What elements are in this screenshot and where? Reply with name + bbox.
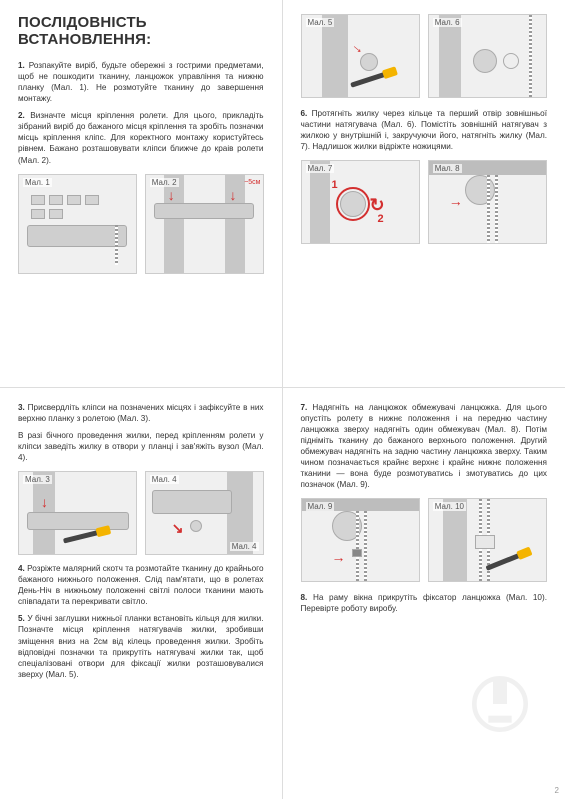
- dimension-label: ~5см: [244, 179, 260, 186]
- figure-label: Мал. 5: [306, 18, 335, 27]
- step-1: 1. Розпакуйте виріб, будьте обережні з г…: [18, 60, 264, 104]
- figure-row-9-10: Мал. 9 → Мал. 10: [301, 498, 548, 582]
- figure-9: Мал. 9 →: [301, 498, 420, 582]
- quadrant-top-left: ПОСЛІДОВНІСТЬ ВСТАНОВЛЕННЯ: 1. Розпакуйт…: [0, 0, 283, 388]
- figure-label: Мал. 10: [433, 502, 466, 511]
- figure-6: Мал. 6: [428, 14, 547, 98]
- figure-label: Мал. 1: [23, 178, 52, 187]
- figure-3: Мал. 3 ↓: [18, 471, 137, 555]
- figure-label-alt: Мал. 4: [230, 542, 259, 551]
- figure-2: Мал. 2 ↓ ↓ ~5см: [145, 174, 264, 274]
- step-8: 8. На раму вікна прикрутіть фіксатор лан…: [301, 592, 548, 614]
- step-5: 5. У бічні заглушки нижньої планки встан…: [18, 613, 264, 679]
- watermark-logo: [465, 669, 535, 739]
- figure-label: Мал. 2: [150, 178, 179, 187]
- figure-7: Мал. 7 1 2 ↻: [301, 160, 420, 244]
- page-title: ПОСЛІДОВНІСТЬ ВСТАНОВЛЕННЯ:: [18, 14, 264, 48]
- instruction-page: ПОСЛІДОВНІСТЬ ВСТАНОВЛЕННЯ: 1. Розпакуйт…: [0, 0, 565, 799]
- figure-label: Мал. 6: [433, 18, 462, 27]
- figure-5: Мал. 5 →: [301, 14, 420, 98]
- figure-row-5-6: Мал. 5 → Мал. 6: [301, 14, 548, 98]
- step-6: 6. Протягніть жилку через кільце та перш…: [301, 108, 548, 152]
- figure-label: Мал. 7: [306, 164, 335, 173]
- figure-label: Мал. 4: [150, 475, 179, 484]
- figure-row-3-4: Мал. 3 ↓ Мал. 4 Мал. 4 ↘: [18, 471, 264, 555]
- step-3b: В разі бічного проведення жилки, перед к…: [18, 430, 264, 463]
- figure-1: Мал. 1: [18, 174, 137, 274]
- figure-label: Мал. 8: [433, 164, 462, 173]
- figure-10: Мал. 10: [428, 498, 547, 582]
- page-number: 2: [555, 786, 559, 795]
- figure-4: Мал. 4 Мал. 4 ↘: [145, 471, 264, 555]
- quadrant-top-right: Мал. 5 → Мал. 6 6. Протягніть жилку че: [283, 0, 565, 388]
- figure-8: Мал. 8 →: [428, 160, 547, 244]
- quadrant-bottom-left: 3. Присвердліть кліпси на позначених міс…: [0, 388, 283, 799]
- figure-label: Мал. 9: [306, 502, 335, 511]
- step-3: 3. Присвердліть кліпси на позначених міс…: [18, 402, 264, 424]
- figure-row-1-2: Мал. 1 Мал. 2 ↓: [18, 174, 264, 274]
- figure-label: Мал. 3: [23, 475, 52, 484]
- step-2: 2. Визначте місця кріплення ролети. Для …: [18, 110, 264, 165]
- figure-row-7-8: Мал. 7 1 2 ↻ Мал. 8 →: [301, 160, 548, 244]
- step-7: 7. Надягніть на ланцюжок обмежувачі ланц…: [301, 402, 548, 491]
- quadrant-bottom-right: 7. Надягніть на ланцюжок обмежувачі ланц…: [283, 388, 565, 799]
- step-4: 4. Розріжте малярний скотч та розмотайте…: [18, 563, 264, 607]
